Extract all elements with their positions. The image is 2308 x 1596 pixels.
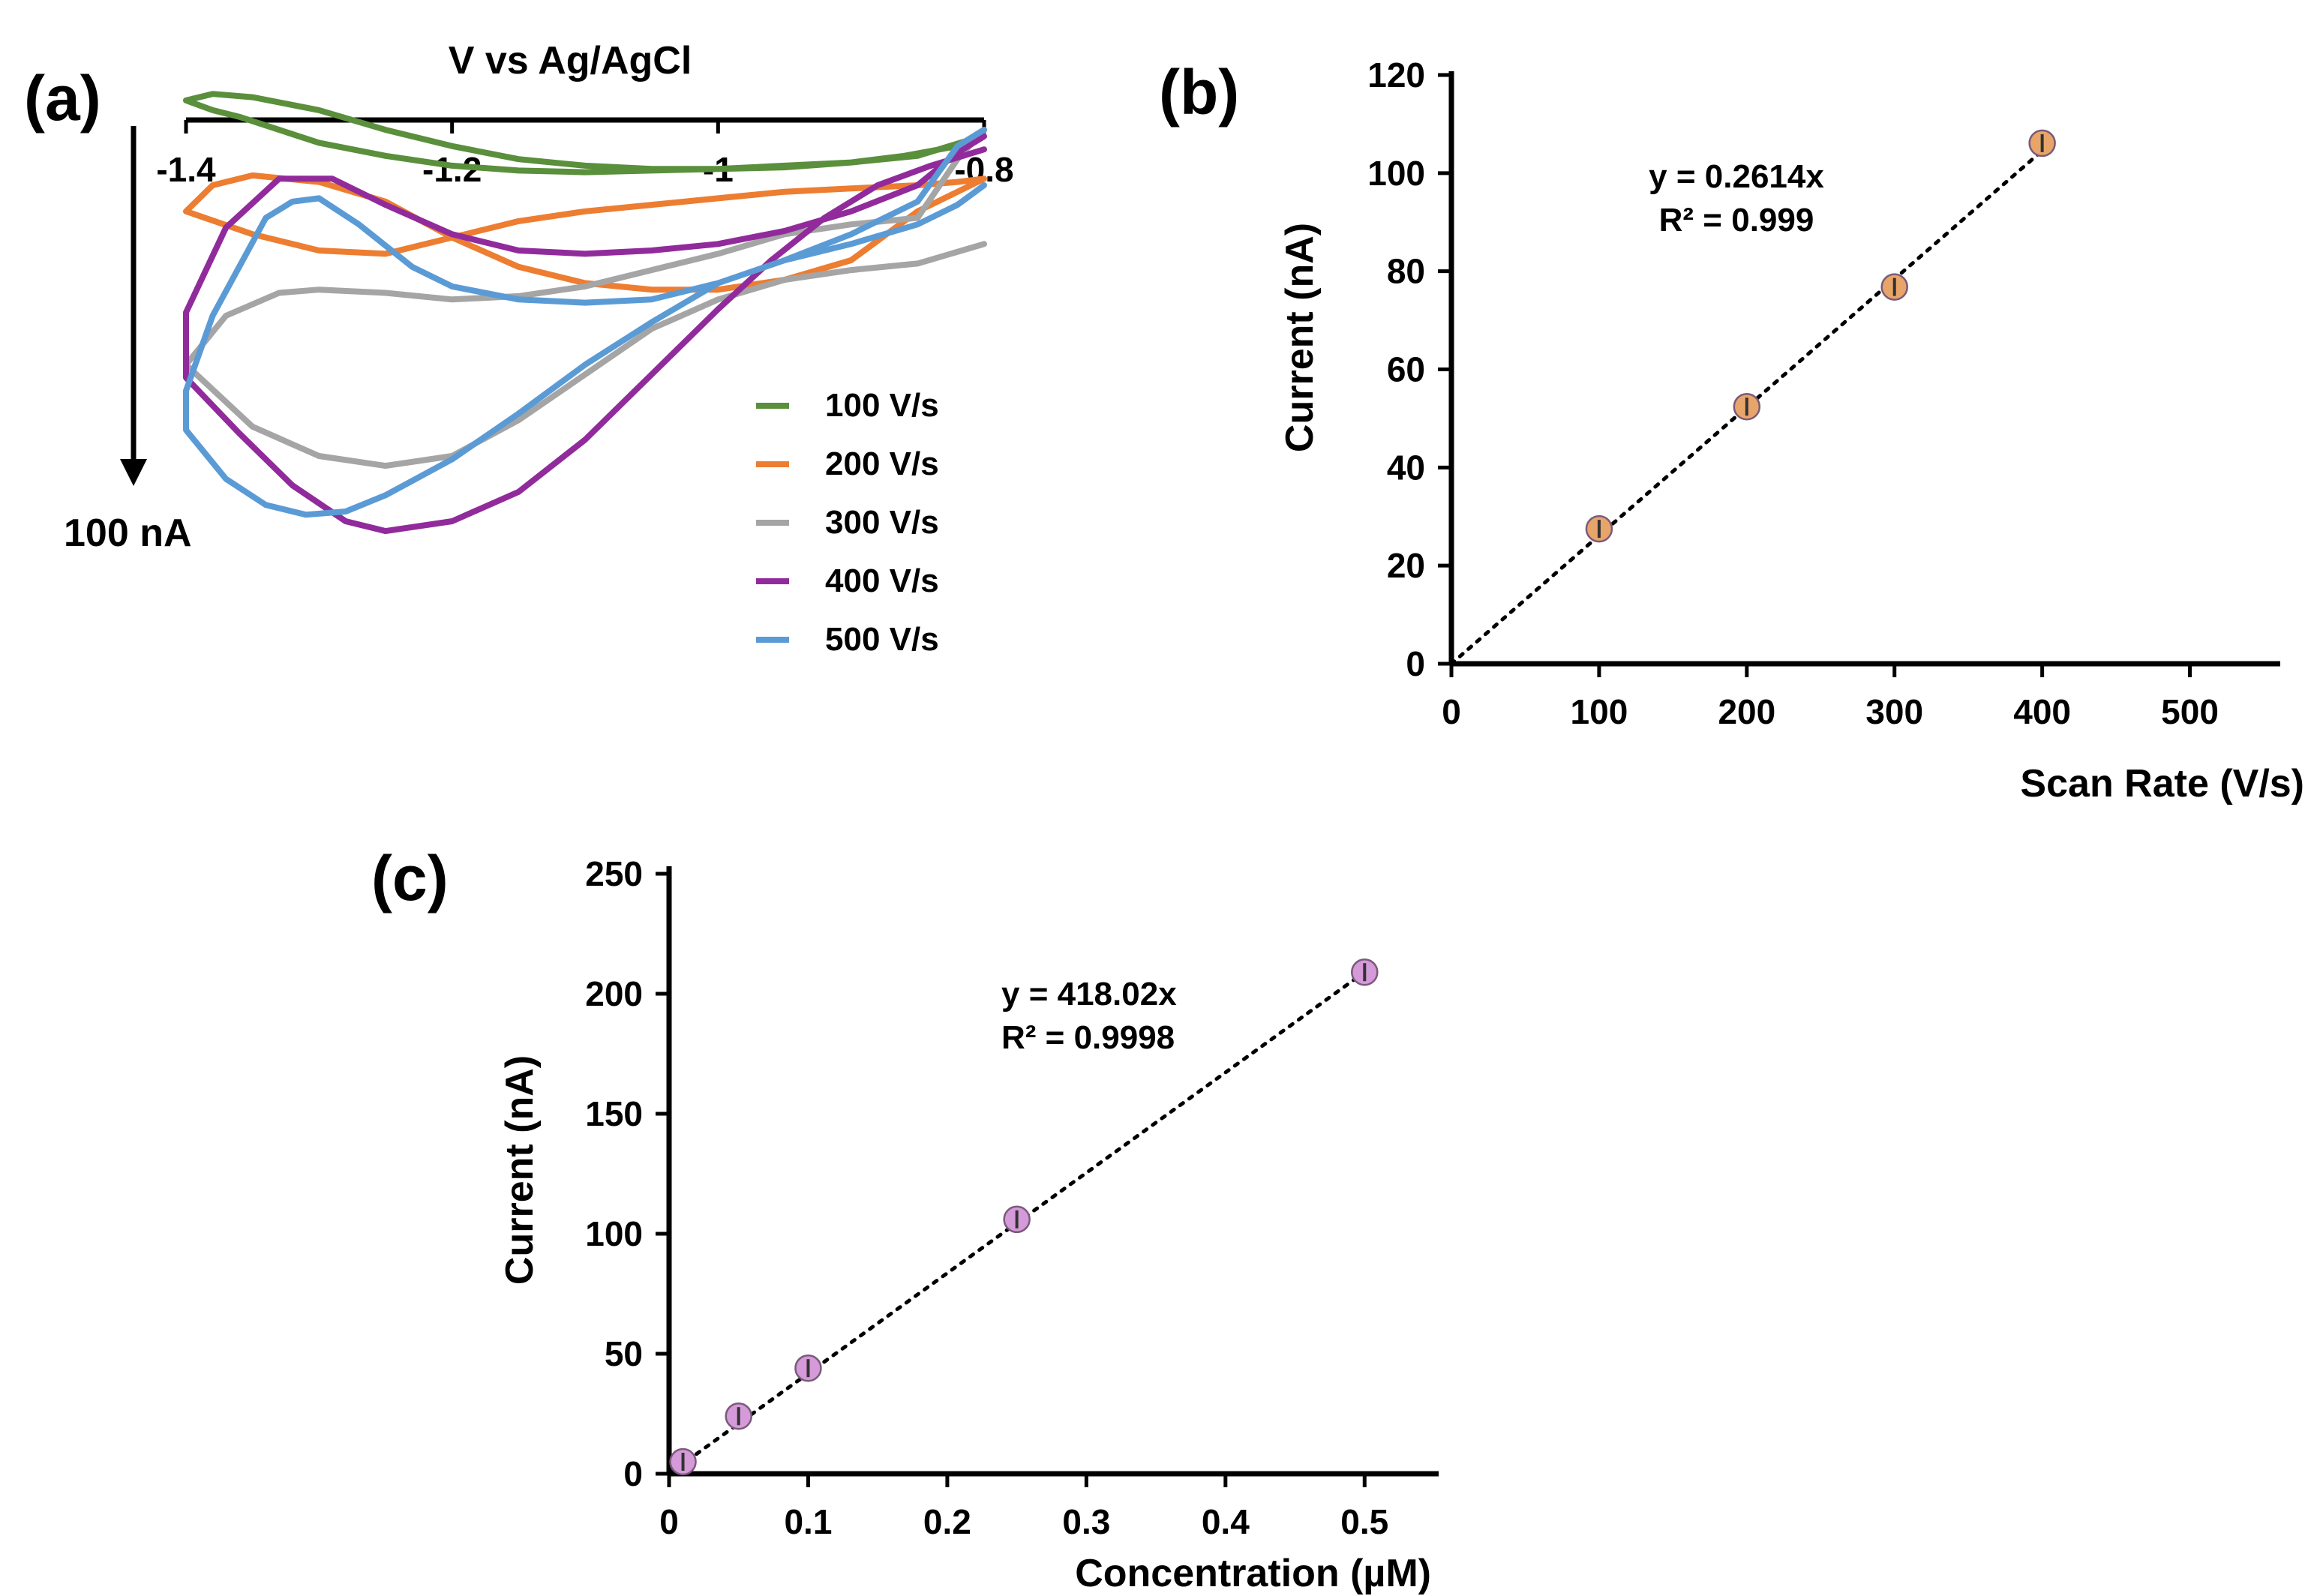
panel-c-y-tick-label: 200 [585,974,643,1013]
panel-c-x-tick-label: 0.3 [1062,1502,1110,1541]
panel-a-legend-label: 400 V/s [825,562,939,599]
panel-a-label: (a) [24,63,101,134]
panel-a-series-1 [183,91,987,176]
panel-b-points [1585,129,2056,543]
panel-c-y-tick-label: 0 [623,1454,643,1493]
panel-a-legend-label: 200 V/s [825,446,939,482]
panel-a-legend-label: 100 V/s [825,387,939,424]
panel-a-series-4 [183,133,987,535]
panel-b-x-tick-label: 200 [1718,692,1775,731]
panel-c-x-axis-title: Concentration (µM) [1075,1552,1431,1595]
panel-b-x-tick-label: 500 [2161,692,2219,731]
panel-b-x-tick-label: 0 [1442,692,1461,731]
panel-a-curves [183,91,987,535]
panel-c-x-tick-label: 0.5 [1340,1502,1388,1541]
panel-c-concentration-plot: (c) 0 50 100 150 200 250 0 0.1 0.2 0.3 0.4 0.5 Curr… [371,843,1439,1595]
panel-c-x-tick-label: 0 [659,1502,679,1541]
panel-a-legend-label: 300 V/s [825,504,939,541]
panel-a-series-5 [183,127,987,518]
panel-c-y-tick-label: 50 [605,1334,643,1373]
panel-a-cyclic-voltammograms: (a) V vs Ag/AgCl -1.4 -1.2 -1 -0.8 100 nA 1… [24,39,1014,658]
panel-c-y-axis-title: Current (nA) [498,1055,542,1285]
panel-a-series-3 [183,127,987,470]
panel-b-x-axis-title: Scan Rate (V/s) [2020,762,2304,806]
panel-b-y-tick-label: 60 [1387,350,1425,389]
panel-b-equation: y = 0.2614x [1649,158,1824,195]
panel-c-x-tick-label: 0.1 [784,1502,832,1541]
panel-a-x-tick-label: -1.4 [156,150,216,189]
panel-c-r-squared: R² = 0.9998 [1001,1019,1175,1056]
panel-c-y-tick-label: 250 [585,854,643,893]
panel-c-label: (c) [371,843,449,914]
panel-b-trendline [1449,148,2045,666]
panel-c-ticks: 0 50 100 150 200 250 0 0.1 0.2 0.3 0.4 0.5 [585,854,1388,1541]
panel-a-scale-label: 100 nA [64,512,192,555]
panel-c-y-tick-label: 150 [585,1094,643,1133]
panel-b-x-tick-label: 400 [2013,692,2071,731]
panel-b-r-squared: R² = 0.999 [1659,202,1814,238]
panel-b-y-tick-label: 120 [1367,56,1425,94]
panel-b-trendline-path [1449,148,2045,666]
panel-b-y-tick-label: 80 [1387,252,1425,291]
panel-a-legend: 100 V/s 200 V/s 300 V/s 400 V/s 500 V/s [756,387,939,658]
panel-a-legend-label: 500 V/s [825,621,939,658]
panel-b-ticks: 0 20 40 60 80 100 120 0 100 200 300 400 500 [1367,56,2219,731]
panel-c-x-tick-label: 0.2 [923,1502,971,1541]
panel-b-label: (b) [1159,57,1239,128]
panel-a-x-axis-title: V vs Ag/AgCl [449,39,692,82]
panel-b-x-tick-label: 100 [1571,692,1628,731]
panel-b-y-tick-label: 100 [1367,154,1425,193]
panel-b-y-axis-title: Current (nA) [1278,223,1322,452]
panel-c-y-tick-label: 100 [585,1214,643,1253]
panel-b-scan-rate-plot: (b) 0 20 40 60 80 100 120 0 100 200 300 400 500 Curr… [1159,56,2304,806]
panel-b-x-tick-label: 300 [1865,692,1923,731]
panel-b-y-tick-label: 40 [1387,448,1425,487]
panel-c-x-tick-label: 0.4 [1202,1502,1250,1541]
panel-a-scale-arrow-head [120,459,147,486]
panel-b-y-tick-label: 0 [1406,644,1425,683]
panel-b-y-tick-label: 20 [1387,546,1425,585]
panel-c-equation: y = 418.02x [1001,976,1177,1012]
panel-c-points [669,958,1379,1476]
